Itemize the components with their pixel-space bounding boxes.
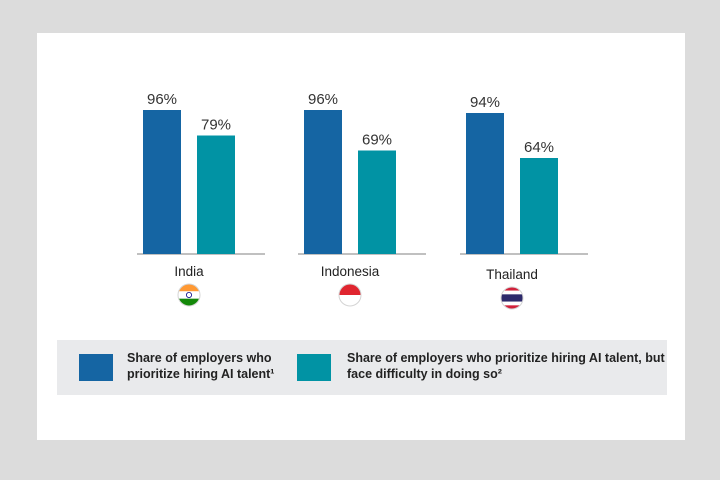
data-label-indonesia-series-1: 96%	[308, 91, 338, 108]
legend-label-series-2: Share of employers who prioritize hiring…	[347, 351, 665, 381]
category-label-indonesia: Indonesia	[321, 264, 380, 279]
data-label-thailand-series-2: 64%	[524, 139, 554, 156]
bar-indonesia-series-1	[304, 110, 342, 254]
data-label-india-series-1: 96%	[147, 91, 177, 108]
legend-label-series-1: Share of employers who prioritize hiring…	[127, 351, 275, 381]
indonesia-flag-icon	[339, 284, 361, 306]
bar-india-series-2	[197, 135, 235, 254]
flag-border-india	[177, 283, 201, 307]
bar-thailand-series-2	[520, 158, 558, 254]
data-label-indonesia-series-2: 69%	[362, 132, 392, 149]
legend-swatch-series-2	[297, 354, 331, 381]
legend: Share of employers who prioritize hiring…	[57, 340, 667, 395]
legend-swatch-series-1	[79, 354, 113, 381]
bar-indonesia-series-2	[358, 150, 396, 254]
data-label-thailand-series-1: 94%	[470, 94, 500, 111]
flag-border-indonesia	[338, 283, 362, 307]
category-label-thailand: Thailand	[486, 267, 538, 282]
flag-border-thailand	[500, 286, 524, 310]
bar-thailand-series-1	[466, 113, 504, 254]
chart-card: 96% 79% India 96% 69% Indonesia 94% 64% Thailand…	[37, 33, 685, 440]
bar-chart: 96% 79% India 96% 69% Indonesia 94% 64% Thailand	[137, 91, 588, 310]
thailand-flag-icon	[501, 287, 523, 309]
category-label-india: India	[174, 264, 204, 279]
india-flag-icon	[178, 284, 200, 306]
bar-india-series-1	[143, 110, 181, 254]
data-label-india-series-2: 79%	[201, 117, 231, 134]
